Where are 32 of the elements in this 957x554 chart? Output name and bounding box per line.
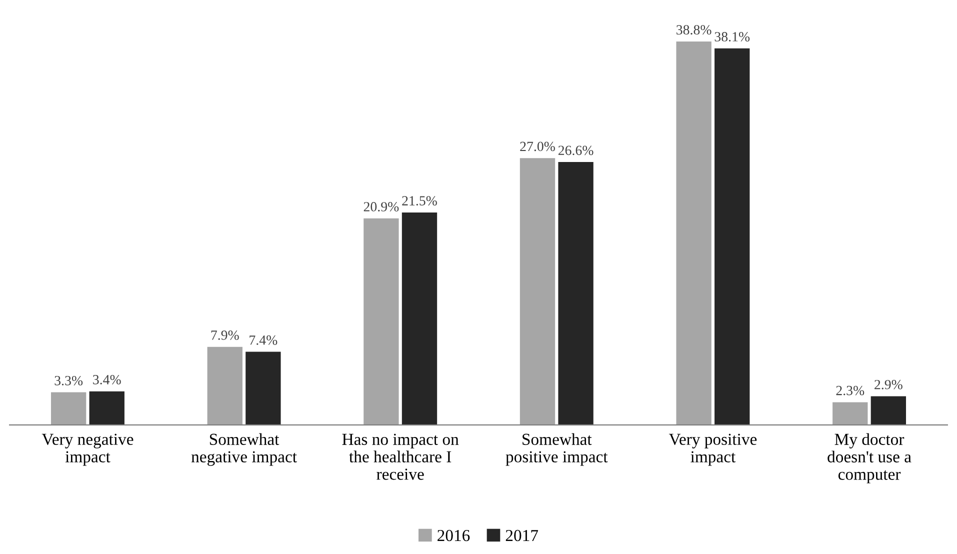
bar — [558, 162, 594, 425]
data-label: 2.9% — [874, 380, 902, 390]
data-label: 26.6% — [558, 146, 594, 156]
bar — [714, 48, 750, 425]
bar — [207, 346, 242, 425]
data-label: 2.3% — [836, 386, 864, 396]
bar — [402, 212, 438, 425]
data-label: 7.9% — [211, 330, 239, 340]
data-label: 7.4% — [250, 335, 278, 345]
bar — [246, 352, 281, 425]
data-label: 38.8% — [676, 25, 712, 35]
legend-label: 2017 — [506, 530, 538, 542]
data-label: 38.1% — [714, 32, 750, 42]
data-label: 21.5% — [402, 196, 437, 206]
x-tick-label: Somewhat negative impact — [191, 433, 297, 466]
bar — [832, 402, 868, 425]
x-tick-label: My doctor doesn't use a computer — [828, 433, 912, 484]
data-label: 3.3% — [54, 376, 83, 386]
bar — [50, 392, 86, 425]
bar — [520, 158, 556, 425]
x-tick-label: Very negative impact — [42, 434, 134, 466]
bar — [89, 391, 124, 425]
bar — [870, 396, 906, 425]
x-tick-label: Somewhat positive impact — [506, 433, 608, 466]
bar — [364, 218, 399, 425]
data-label: 27.0% — [520, 142, 555, 152]
bar — [676, 42, 712, 425]
x-tick-label: Has no impact on the healthcare I receive — [342, 434, 459, 480]
legend-label: 2016 — [438, 530, 470, 542]
x-tick-label: Very positive impact — [668, 434, 757, 466]
data-label: 20.9% — [364, 202, 399, 212]
data-label: 3.4% — [93, 374, 121, 384]
